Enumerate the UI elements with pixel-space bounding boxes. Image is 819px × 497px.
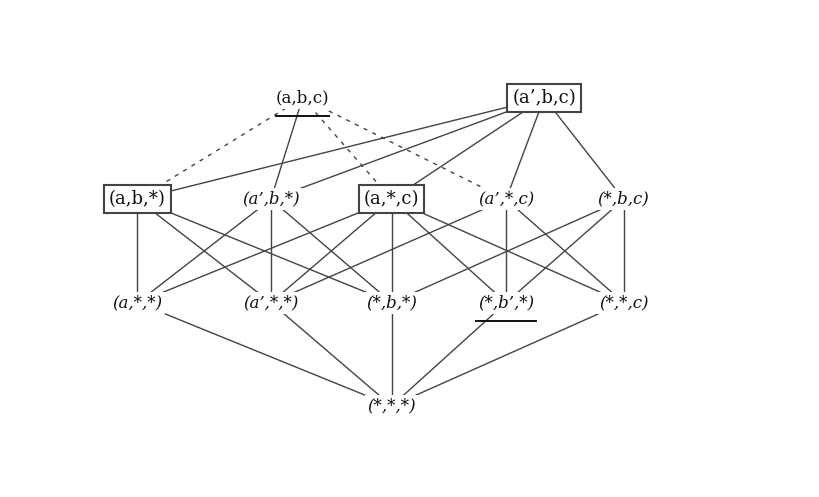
Text: (a’,b,*): (a’,b,*) (242, 191, 300, 208)
Text: (a,b,c): (a,b,c) (275, 89, 329, 106)
Text: (*,b,*): (*,b,*) (366, 294, 417, 311)
Text: (*,*,c): (*,*,c) (598, 294, 648, 311)
Text: (a’,b,c): (a’,b,c) (512, 89, 575, 107)
Text: (*,*,*): (*,*,*) (367, 398, 415, 414)
Text: (a,b,*): (a,b,*) (109, 190, 165, 208)
Text: (*,b,c): (*,b,c) (597, 191, 649, 208)
Text: (a’,*,c): (a’,*,c) (477, 191, 533, 208)
Text: (a,*,*): (a,*,*) (112, 294, 162, 311)
Text: (a,*,c): (a,*,c) (364, 190, 419, 208)
Text: (a’,*,*): (a’,*,*) (243, 294, 298, 311)
Text: (*,b’,*): (*,b’,*) (477, 294, 533, 311)
